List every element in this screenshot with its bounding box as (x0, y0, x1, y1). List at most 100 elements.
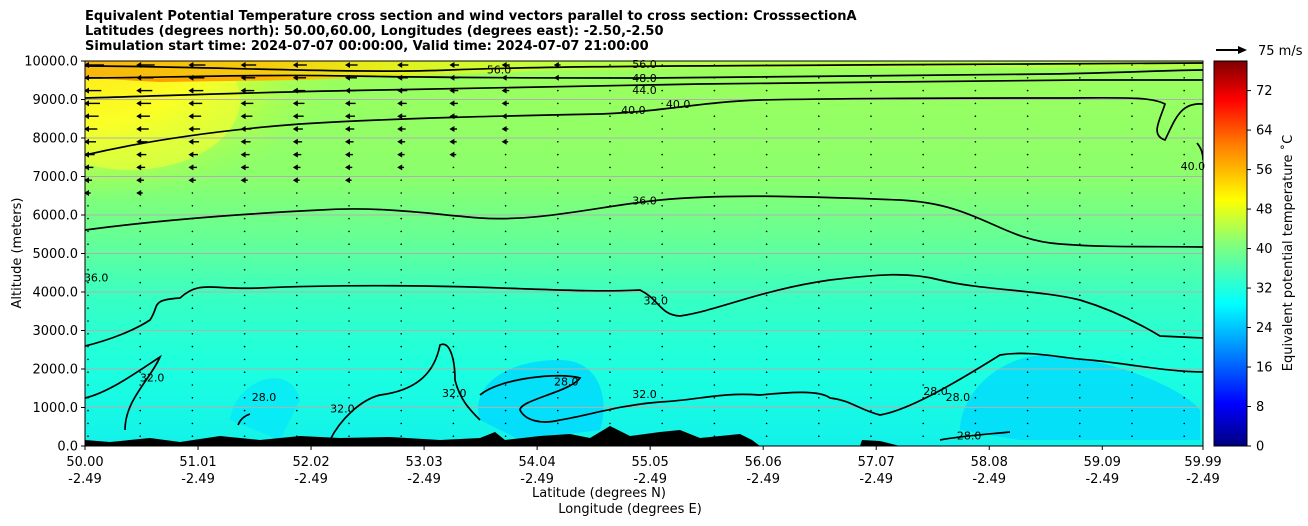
wind-vector (452, 166, 455, 169)
wind-vector-head (240, 87, 246, 94)
contour-28-b (237, 413, 251, 426)
wind-vector-head (85, 113, 89, 120)
wind-vector (765, 281, 768, 284)
wind-vector (504, 409, 507, 412)
wind-vector (1079, 409, 1081, 412)
wind-vector (661, 409, 663, 412)
wind-vector (609, 256, 611, 258)
wind-vector (1026, 115, 1029, 117)
quiver-key-arrowhead (1238, 46, 1247, 54)
wind-vector (139, 422, 141, 425)
wind-vector-head (136, 190, 142, 196)
wind-vector (557, 333, 559, 335)
gridlines (85, 61, 1203, 446)
wind-vector (557, 435, 559, 438)
wind-vector (661, 384, 663, 386)
wind-vector (870, 205, 872, 207)
wind-vector (922, 281, 924, 284)
wind-vector-head (188, 151, 194, 158)
wind-vector (348, 384, 350, 386)
wind-vector (400, 320, 403, 322)
wind-vector (1079, 371, 1081, 374)
wind-vector-head (345, 74, 350, 81)
wind-vector (504, 243, 507, 245)
x-tick-label-lon: -2.49 (746, 472, 780, 487)
wind-vector (400, 409, 403, 412)
wind-vector (1183, 397, 1185, 399)
wind-vector (1079, 333, 1081, 335)
wind-vector (922, 294, 924, 297)
wind-vector (818, 141, 820, 143)
wind-vector (1183, 153, 1185, 156)
wind-vector (296, 409, 298, 412)
wind-vector (661, 217, 663, 220)
wind-vector (765, 89, 768, 92)
wind-vector (1183, 128, 1185, 130)
wind-vector (504, 205, 507, 207)
wind-vector-head (85, 190, 89, 196)
wind-vector (609, 128, 611, 130)
wind-vector (243, 345, 246, 348)
wind-vector-head (397, 74, 403, 81)
wind-vector (713, 153, 716, 156)
wind-vector (504, 256, 507, 258)
wind-vector (1079, 141, 1081, 143)
wind-vector (713, 89, 716, 92)
wind-vector (713, 320, 716, 322)
contour-label: 40.0 (666, 98, 691, 111)
wind-vector (139, 307, 141, 310)
warm-core (85, 61, 240, 170)
wind-vector (557, 179, 559, 181)
wind-vector (191, 269, 194, 271)
wind-vector (1026, 307, 1029, 310)
y-tick-label: 1000.0 (33, 401, 79, 416)
wind-vector (609, 230, 611, 233)
wind-vector (609, 384, 611, 386)
wind-vector (870, 166, 872, 169)
wind-vector-head (240, 177, 246, 184)
wind-vector (922, 192, 924, 194)
wind-vector (557, 397, 559, 399)
wind-vector (661, 89, 663, 92)
wind-vector (452, 243, 455, 245)
wind-vector (296, 205, 298, 207)
wind-vector (1079, 422, 1081, 425)
y-tick-label: 0.0 (57, 440, 78, 455)
wind-vector (765, 345, 768, 348)
wind-vector (557, 345, 559, 348)
wind-vector (870, 192, 872, 194)
wind-vector (504, 435, 507, 438)
wind-vector (713, 217, 716, 220)
wind-vector (557, 294, 559, 297)
contour-label: 32.0 (442, 387, 467, 400)
wind-vector-head (501, 100, 507, 107)
wind-vector-head (292, 138, 298, 145)
wind-vector (713, 77, 716, 79)
wind-vector (870, 371, 872, 374)
wind-vector (504, 345, 507, 348)
wind-vector (139, 397, 141, 399)
y-tick-label: 4000.0 (33, 286, 79, 301)
wind-vector (139, 205, 141, 207)
wind-vector (974, 77, 977, 79)
wind-vector (870, 77, 872, 79)
wind-vector (974, 256, 977, 258)
wind-vector-head (292, 177, 298, 184)
wind-vector (400, 397, 403, 399)
wind-vector-head (240, 113, 246, 120)
wind-vector (1131, 358, 1133, 361)
wind-vector (1079, 269, 1081, 271)
wind-vector (818, 422, 820, 425)
contour-label: 44.0 (632, 84, 657, 97)
wind-vector (661, 333, 663, 335)
wind-vector-head (136, 87, 142, 94)
contour-28-c (939, 431, 1011, 441)
x-tick-label-lat: 57.07 (858, 455, 895, 470)
wind-vector-head (240, 126, 246, 132)
wind-vector (765, 397, 768, 399)
wind-vector (296, 307, 298, 310)
wind-vector (870, 333, 872, 335)
wind-vector (139, 230, 141, 233)
wind-vector (348, 422, 350, 425)
contour-label: 36.0 (84, 271, 109, 284)
